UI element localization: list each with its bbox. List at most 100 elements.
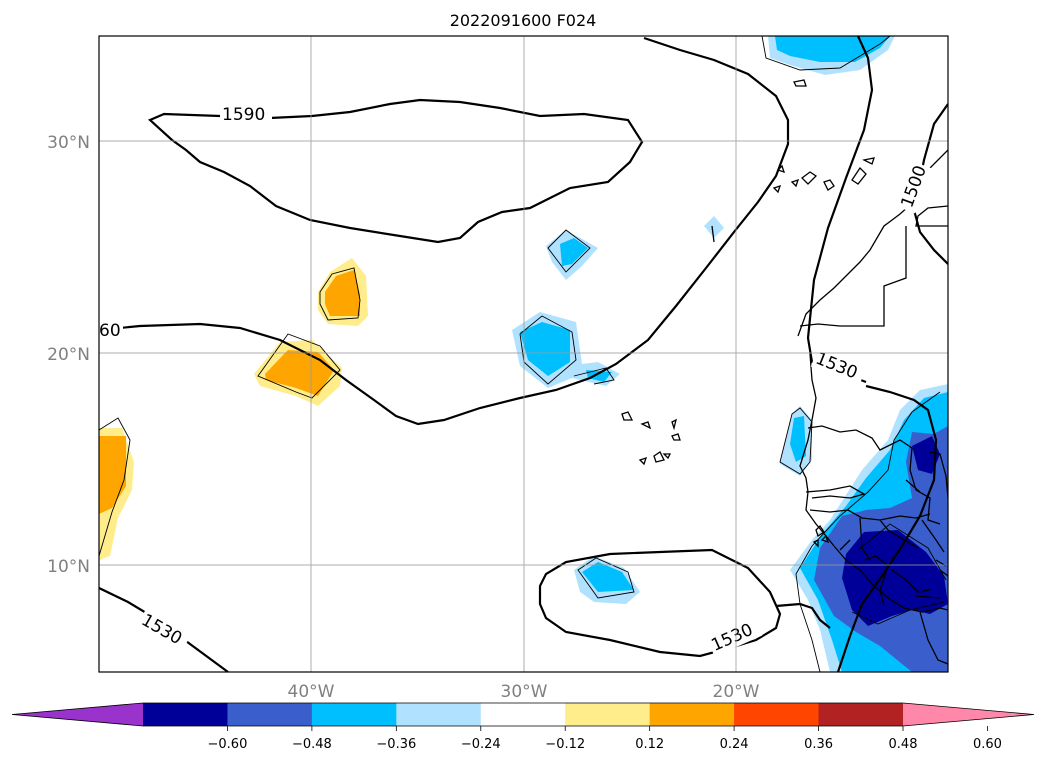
shade-patch (928, 432, 948, 548)
colorbar-extend-low (12, 703, 143, 726)
contour-1500-b (912, 209, 948, 265)
colorbar-tick-label: 0.24 (720, 737, 749, 752)
shade-outline (573, 367, 615, 385)
island (772, 184, 782, 194)
colorbar-tick-label: 0.12 (635, 737, 664, 752)
island (823, 179, 835, 191)
lon-label: 40°W (288, 682, 335, 702)
island (851, 166, 867, 185)
map-area: 1590 1530 1530 1530 1500 60 (99, 36, 948, 672)
border (805, 485, 866, 499)
lat-labels: 30°N 20°N 10°N (47, 133, 90, 577)
colorbar-tick-label: −0.60 (208, 737, 248, 752)
colorbar-tick-label: 0.48 (889, 737, 918, 752)
shade-patch (325, 270, 360, 316)
island (801, 171, 818, 185)
shade-patch (912, 436, 940, 474)
colorbar-tick-label: −0.24 (461, 737, 501, 752)
shade-outline (577, 557, 635, 599)
colorbar-box (734, 703, 820, 726)
shade-outline (795, 391, 941, 672)
shade-patch (790, 416, 806, 462)
shade-patch (560, 238, 588, 266)
contour-1530-south (538, 548, 782, 658)
shade-outline (851, 601, 945, 625)
coastline (799, 353, 835, 547)
colorbar-box (396, 703, 482, 726)
contour-label: 60 (99, 321, 121, 341)
border (839, 539, 851, 551)
island (662, 453, 672, 460)
island (653, 451, 665, 463)
shade-patch (520, 322, 570, 376)
island (711, 225, 715, 243)
colorbar-box (143, 703, 228, 726)
border (879, 519, 919, 549)
contour-1590 (147, 98, 644, 244)
border (891, 569, 931, 593)
colorbar-tick-label: 0.60 (973, 737, 1002, 752)
colorbar-box (565, 703, 651, 726)
shade-outline (319, 267, 361, 321)
border (809, 509, 931, 521)
colorbar-box (818, 703, 904, 726)
border (909, 447, 941, 525)
border (919, 611, 948, 665)
island (862, 157, 875, 165)
colorbar: −0.60 −0.48 −0.36 −0.24 −0.12 0.12 0.24 0.36 0.4… (11, 702, 1035, 752)
shade-outlines (99, 36, 947, 672)
border (799, 226, 907, 327)
colorbar-tick-label: −0.12 (545, 737, 585, 752)
shade-outline (761, 36, 891, 71)
lon-label: 20°W (713, 682, 760, 702)
colorbar-box (480, 703, 566, 726)
lat-label: 20°N (47, 345, 90, 365)
colorbar-box (227, 703, 313, 726)
coastline (833, 545, 948, 613)
border (905, 479, 921, 493)
shade-patch (842, 530, 948, 626)
lat-label: 10°N (47, 557, 90, 577)
lon-label: 30°W (501, 682, 548, 702)
colorbar-extend-high (903, 703, 1034, 726)
border (939, 569, 948, 577)
shade-patch (586, 370, 612, 382)
island (790, 178, 800, 188)
shade-patch (99, 436, 126, 514)
colorbar-box (311, 703, 397, 726)
contour-1530-right (836, 384, 938, 672)
border (807, 425, 913, 451)
island (638, 456, 648, 466)
island (820, 534, 830, 544)
shade-patch (704, 216, 724, 238)
colorbar-tick-label: −0.48 (292, 737, 332, 752)
lon-labels: 40°W 30°W 20°W (288, 682, 760, 702)
shade-outline (99, 417, 131, 557)
border (915, 205, 948, 227)
colorbar-tick-label: 0.36 (804, 737, 833, 752)
map-frame (98, 35, 949, 673)
figure-title: 2022091600 F024 (450, 11, 597, 30)
island (640, 421, 652, 430)
shade-patch (265, 350, 334, 396)
island (621, 411, 634, 421)
island (815, 524, 825, 538)
colorbar-outline (11, 702, 1035, 727)
lat-label: 30°N (47, 133, 90, 153)
shade-patch (582, 562, 634, 592)
gridlines (99, 36, 948, 672)
shade-outline (547, 229, 591, 273)
island (671, 433, 681, 441)
border (921, 519, 945, 553)
shade-outline (257, 333, 341, 399)
colorbar-tick-label: −0.36 (376, 737, 416, 752)
island (671, 418, 677, 431)
contour-1530-se (775, 602, 831, 629)
contour-label: 1590 (222, 105, 265, 125)
border (915, 595, 941, 599)
border (859, 517, 871, 561)
contour-1530-north (806, 36, 874, 384)
colorbar-box (649, 703, 735, 726)
island (793, 79, 807, 87)
